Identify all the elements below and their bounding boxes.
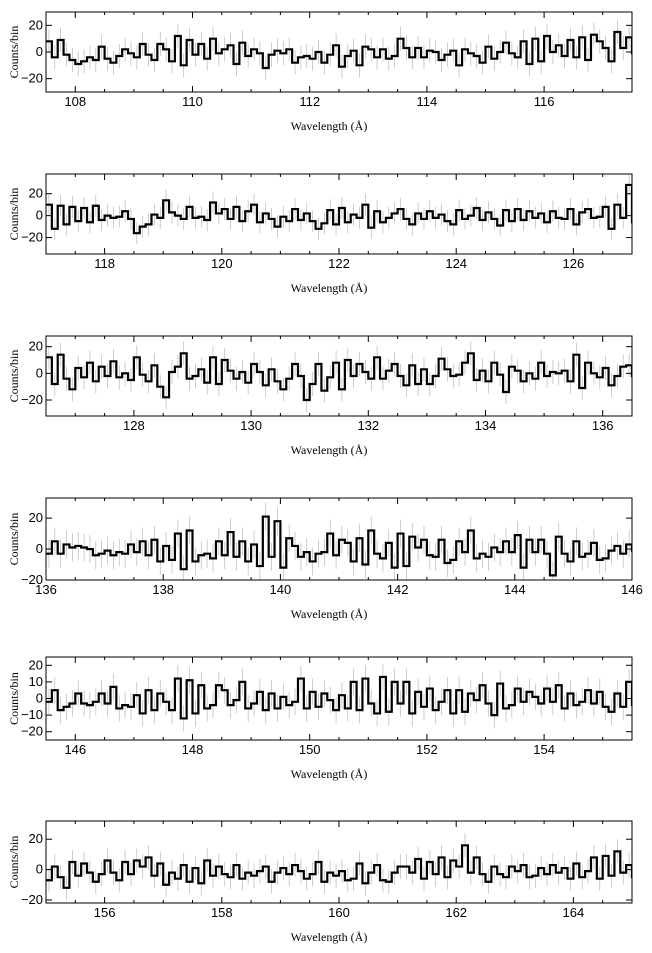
spectrum-panel-4: 136 138 140 142 144 146 −20 0 20 Wavelength (Å) Co… — [7, 497, 643, 621]
x-tick-label: 146 — [64, 742, 86, 757]
x-tick-label: 140 — [270, 582, 292, 597]
y-tick-label: 0 — [36, 208, 43, 223]
x-axis: 118 120 122 124 126 — [45, 174, 633, 271]
spectrum-series — [46, 515, 632, 577]
y-axis-title: Counts/bin — [7, 188, 21, 241]
y-tick-label: 20 — [29, 510, 43, 525]
spectrum-panel-1: 108 110 112 114 116 −20 0 20 Wavelength (Å) Count… — [7, 11, 633, 133]
x-tick-label: 148 — [182, 742, 204, 757]
x-axis: 108 110 112 114 116 — [45, 12, 633, 109]
y-axis: −20 0 20 — [21, 186, 632, 245]
y-tick-label: −10 — [21, 707, 43, 722]
y-tick-label: 0 — [36, 365, 43, 380]
spectrum-series — [46, 183, 632, 235]
x-tick-label: 156 — [94, 905, 116, 920]
x-tick-label: 112 — [299, 94, 320, 109]
y-axis: −20 0 20 — [21, 339, 632, 407]
y-axis-title: Counts/bin — [7, 672, 21, 725]
y-tick-label: −20 — [21, 572, 43, 587]
y-tick-label: 0 — [36, 862, 43, 877]
spectrum-panel-2: 118 120 122 124 126 −20 0 20 Wavelength (Å) Count… — [7, 173, 633, 295]
x-tick-label: 154 — [533, 742, 555, 757]
y-tick-label: 0 — [36, 44, 43, 59]
x-axis-title: Wavelength (Å) — [291, 119, 368, 133]
x-tick-label: 116 — [534, 94, 555, 109]
x-tick-label: 136 — [592, 418, 614, 433]
x-tick-label: 118 — [94, 256, 115, 271]
x-axis: 156 158 160 162 164 — [45, 821, 633, 920]
y-tick-label: −20 — [21, 392, 43, 407]
x-tick-label: 146 — [621, 582, 643, 597]
spectrum-series — [46, 352, 632, 402]
spectrum-panel-3: 128 130 132 134 136 −20 0 20 Wavelength (Å) Count… — [7, 335, 633, 457]
y-tick-label: 20 — [29, 657, 43, 672]
x-tick-label: 108 — [64, 94, 86, 109]
x-tick-label: 164 — [563, 905, 585, 920]
x-tick-label: 122 — [328, 256, 350, 271]
x-tick-label: 134 — [475, 418, 497, 433]
y-axis: −20 0 20 — [21, 510, 632, 587]
x-tick-label: 132 — [357, 418, 379, 433]
y-tick-label: −20 — [21, 892, 43, 907]
x-tick-label: 138 — [152, 582, 174, 597]
y-axis-title: Counts/bin — [7, 350, 21, 403]
x-tick-label: 130 — [240, 418, 262, 433]
x-tick-label: 158 — [211, 905, 233, 920]
y-tick-label: 10 — [29, 674, 43, 689]
y-axis: −20 0 20 — [21, 831, 632, 907]
y-axis-title: Counts/bin — [7, 513, 21, 566]
spectrum-series — [46, 30, 632, 70]
x-tick-label: 144 — [504, 582, 526, 597]
x-tick-label: 150 — [299, 742, 321, 757]
x-tick-label: 160 — [328, 905, 350, 920]
spectrum-panel-5: 146 148 150 152 154 −20 −100 10 20 Wavelength (Å)… — [7, 656, 633, 781]
x-axis-title: Wavelength (Å) — [291, 930, 368, 944]
y-tick-label: 20 — [29, 339, 43, 354]
spectrum-series — [46, 675, 632, 720]
x-axis-title: Wavelength (Å) — [291, 607, 368, 621]
y-tick-label: 20 — [29, 17, 43, 32]
y-tick-label: 0 — [36, 691, 43, 706]
y-axis-title: Counts/bin — [7, 26, 21, 79]
y-tick-label: −20 — [21, 724, 43, 739]
y-tick-label: −20 — [21, 71, 43, 86]
x-tick-label: 126 — [563, 256, 585, 271]
x-axis: 136 138 140 142 144 146 — [35, 498, 643, 597]
x-tick-label: 110 — [182, 94, 203, 109]
y-axis: −20 0 20 — [21, 17, 632, 86]
y-axis-title: Counts/bin — [7, 836, 21, 889]
x-axis-title: Wavelength (Å) — [291, 281, 368, 295]
x-tick-label: 136 — [35, 582, 57, 597]
x-axis-title: Wavelength (Å) — [291, 443, 368, 457]
x-tick-label: 124 — [445, 256, 467, 271]
y-tick-label: 0 — [36, 541, 43, 556]
y-tick-label: 20 — [29, 186, 43, 201]
spectrum-series — [46, 844, 632, 889]
x-axis-title: Wavelength (Å) — [291, 767, 368, 781]
y-axis: −20 −100 10 20 — [21, 657, 632, 739]
x-tick-label: 162 — [445, 905, 467, 920]
x-tick-label: 120 — [211, 256, 233, 271]
x-axis: 146 148 150 152 154 — [45, 657, 633, 757]
x-tick-label: 128 — [123, 418, 145, 433]
y-tick-label: −20 — [21, 230, 43, 245]
x-tick-label: 114 — [417, 94, 438, 109]
x-tick-label: 152 — [416, 742, 438, 757]
x-tick-label: 142 — [387, 582, 409, 597]
x-axis: 128 130 132 134 136 — [45, 336, 633, 433]
y-tick-label: 20 — [29, 831, 43, 846]
spectrum-panel-6: 156 158 160 162 164 −20 0 20 Wavelength (Å) Count… — [7, 820, 633, 944]
